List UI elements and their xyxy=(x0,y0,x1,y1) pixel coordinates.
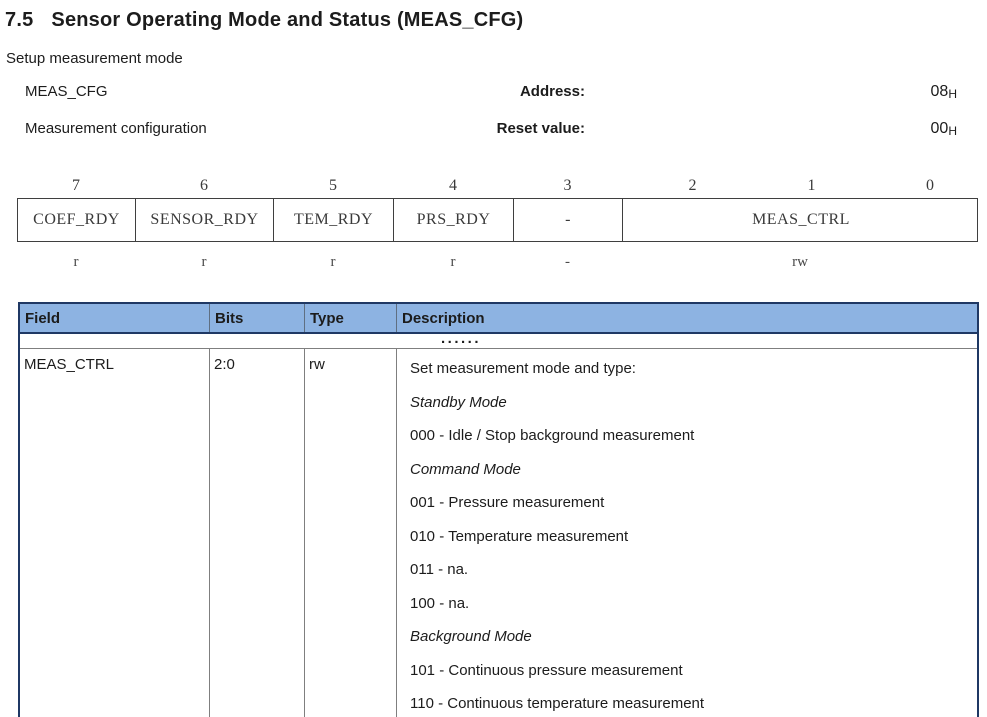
cell-field: MEAS_CTRL xyxy=(20,349,210,717)
table-row-meas-ctrl: MEAS_CTRL 2:0 rw Set measurement mode an… xyxy=(20,349,977,717)
access-sensor-rdy: r xyxy=(201,254,207,270)
bit-number-3: 3 xyxy=(563,177,572,194)
bit-field-coef-rdy: COEF_RDY xyxy=(18,199,136,241)
access-tem-rdy: r xyxy=(330,254,336,270)
section-title: Sensor Operating Mode and Status (MEAS_C… xyxy=(51,9,524,31)
field-description-table: Field Bits Type Description ...... MEAS_… xyxy=(18,302,979,717)
bit-number-7: 7 xyxy=(72,177,80,194)
description-line: 110 - Continuous temperature measurement xyxy=(410,695,705,712)
address-label: Address: xyxy=(519,83,585,100)
bit-number-row: 7 6 5 4 3 2 1 0 xyxy=(17,174,978,198)
description-line: 010 - Temperature measurement xyxy=(410,527,629,545)
hex-suffix: H xyxy=(948,87,957,101)
bit-number-2: 2 xyxy=(688,177,697,194)
bit-field-meas-ctrl: MEAS_CTRL xyxy=(752,211,850,228)
description-line: 100 - na. xyxy=(410,594,470,612)
reset-value: 00H xyxy=(930,120,957,138)
bit-number-6: 6 xyxy=(200,177,208,194)
header-bits: Bits xyxy=(210,304,305,332)
register-description: Measurement configuration xyxy=(25,120,207,137)
omitted-rows-ellipsis: ...... xyxy=(20,331,977,349)
access-coef-rdy: r xyxy=(73,254,79,270)
bit-field-row: COEF_RDY SENSOR_RDY TEM_RDY PRS_RDY - ME… xyxy=(17,198,978,242)
description-line: Set measurement mode and type: xyxy=(410,360,636,377)
cell-description: Set measurement mode and type: Standby M… xyxy=(397,349,977,717)
description-line: Background Mode xyxy=(410,628,532,645)
bit-access-row: r r r r - rw xyxy=(17,250,978,274)
description-line: Command Mode xyxy=(410,460,521,478)
header-field: Field xyxy=(20,304,210,332)
access-reserved: - xyxy=(565,254,570,270)
access-meas-ctrl: rw xyxy=(792,254,808,270)
reset-value-label: Reset value: xyxy=(496,120,585,137)
section-number: 7.5 xyxy=(5,9,34,31)
description-line: 000 - Idle / Stop background measurement xyxy=(410,427,695,444)
register-address-row: MEAS_CFG Address: 08H xyxy=(0,83,987,103)
hex-suffix: H xyxy=(948,124,957,138)
bit-number-1: 1 xyxy=(807,177,816,194)
description-line: 011 - na. xyxy=(410,561,469,578)
register-subtitle: Setup measurement mode xyxy=(6,50,183,67)
description-line: 001 - Pressure measurement xyxy=(410,494,605,511)
bit-number-5: 5 xyxy=(329,177,337,194)
bit-number-4: 4 xyxy=(449,177,457,194)
register-reset-row: Measurement configuration Reset value: 0… xyxy=(0,120,987,140)
cell-bits: 2:0 xyxy=(210,349,305,717)
header-description: Description xyxy=(402,310,485,327)
access-prs-rdy: r xyxy=(450,254,456,270)
description-line: Standby Mode xyxy=(410,393,507,411)
bit-field-prs-rdy: PRS_RDY xyxy=(394,199,514,241)
cell-type: rw xyxy=(305,349,397,717)
register-name: MEAS_CFG xyxy=(25,83,108,100)
address-value: 08H xyxy=(930,83,957,101)
bit-field-tem-rdy: TEM_RDY xyxy=(274,199,394,241)
bit-number-0: 0 xyxy=(926,177,934,194)
description-line: 101 - Continuous pressure measurement xyxy=(410,661,683,679)
bit-field-reserved: - xyxy=(514,199,623,241)
page-title: 7.5 Sensor Operating Mode and Status (MEA… xyxy=(5,8,987,32)
bit-field-sensor-rdy: SENSOR_RDY xyxy=(136,199,274,241)
header-type: Type xyxy=(305,304,397,332)
table-header-row: Field Bits Type Description xyxy=(20,304,977,332)
